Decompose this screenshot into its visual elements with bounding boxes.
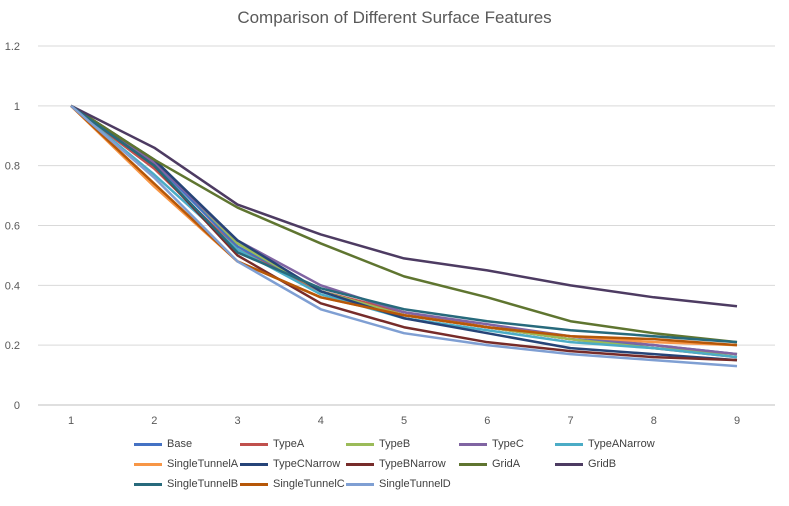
legend-label: TypeANarrow — [588, 438, 655, 450]
legend-item: GridB — [555, 458, 616, 470]
legend-swatch — [346, 482, 374, 486]
series-line-grida — [70, 104, 738, 344]
y-tick-label: 0 — [14, 400, 20, 412]
y-tick-label: 0.6 — [5, 221, 20, 233]
legend-label: TypeBNarrow — [379, 458, 446, 470]
legend-item: TypeCNarrow — [240, 458, 340, 470]
legend-item: TypeANarrow — [555, 438, 655, 450]
y-tick-label: 1 — [14, 101, 20, 113]
legend-item: TypeC — [459, 438, 524, 450]
x-tick-label: 6 — [484, 415, 490, 427]
legend-item: TypeB — [346, 438, 410, 450]
x-tick-label: 5 — [401, 415, 407, 427]
series-line-singletunnelb — [70, 104, 738, 344]
series-line-singletunnelc — [70, 104, 738, 347]
legend-swatch — [134, 482, 162, 486]
series-lines — [70, 104, 738, 368]
legend-label: SingleTunnelB — [167, 478, 239, 490]
legend-swatch — [346, 462, 374, 466]
legend-label: TypeC — [492, 438, 524, 450]
legend-swatch — [555, 462, 583, 466]
series-line-typec — [70, 104, 738, 356]
legend-item: SingleTunnelD — [346, 478, 451, 490]
x-tick-label: 7 — [567, 415, 573, 427]
legend-item: GridA — [459, 458, 520, 470]
series-line-gridb — [70, 104, 738, 308]
legend-label: SingleTunnelD — [379, 478, 451, 490]
legend-swatch — [240, 482, 268, 486]
series-line-typecnarrow — [70, 104, 738, 362]
legend-item: TypeBNarrow — [346, 458, 446, 470]
x-tick-label: 4 — [318, 415, 324, 427]
legend-swatch — [459, 462, 487, 466]
legend-label: TypeCNarrow — [273, 458, 341, 470]
series-line-base — [70, 104, 738, 356]
series-line-typeb — [70, 104, 738, 356]
x-tick-label: 2 — [151, 415, 157, 427]
series-line-typebnarrow — [70, 104, 738, 362]
legend-swatch — [134, 462, 162, 466]
x-tick-label: 1 — [68, 415, 74, 427]
legend-label: Base — [167, 438, 193, 450]
legend-label: TypeA — [273, 438, 305, 450]
legend-swatch — [555, 442, 583, 446]
y-tick-label: 0.4 — [5, 280, 20, 292]
legend-swatch — [240, 462, 268, 466]
legend-label: SingleTunnelA — [167, 458, 239, 470]
legend-item: SingleTunnelA — [134, 458, 238, 470]
x-axis-ticks: 1 2 3 4 5 6 7 8 9 — [68, 415, 740, 427]
legend-swatch — [459, 442, 487, 446]
y-tick-label: 1.2 — [5, 41, 20, 53]
x-tick-label: 9 — [734, 415, 740, 427]
x-tick-label: 8 — [651, 415, 657, 427]
y-tick-label: 0.8 — [5, 161, 20, 173]
legend-label: GridA — [492, 458, 521, 470]
y-axis-ticks: 0 0.2 0.4 0.6 0.8 1 1.2 — [5, 41, 20, 412]
legend-label: GridB — [588, 458, 617, 470]
x-tick-label: 3 — [234, 415, 240, 427]
legend-item: TypeA — [240, 438, 304, 450]
series-line-singletunneld — [70, 104, 738, 368]
legend-item: Base — [134, 438, 192, 450]
legend-label: TypeB — [379, 438, 411, 450]
chart-title: Comparison of Different Surface Features — [237, 8, 552, 27]
legend-item: SingleTunnelC — [240, 478, 345, 490]
gridlines — [38, 45, 775, 406]
legend-item: SingleTunnelB — [134, 478, 238, 490]
legend-label: SingleTunnelC — [273, 478, 345, 490]
legend-swatch — [346, 442, 374, 446]
y-tick-label: 0.2 — [5, 340, 20, 352]
legend-swatch — [134, 442, 162, 446]
legend-swatch — [240, 442, 268, 446]
